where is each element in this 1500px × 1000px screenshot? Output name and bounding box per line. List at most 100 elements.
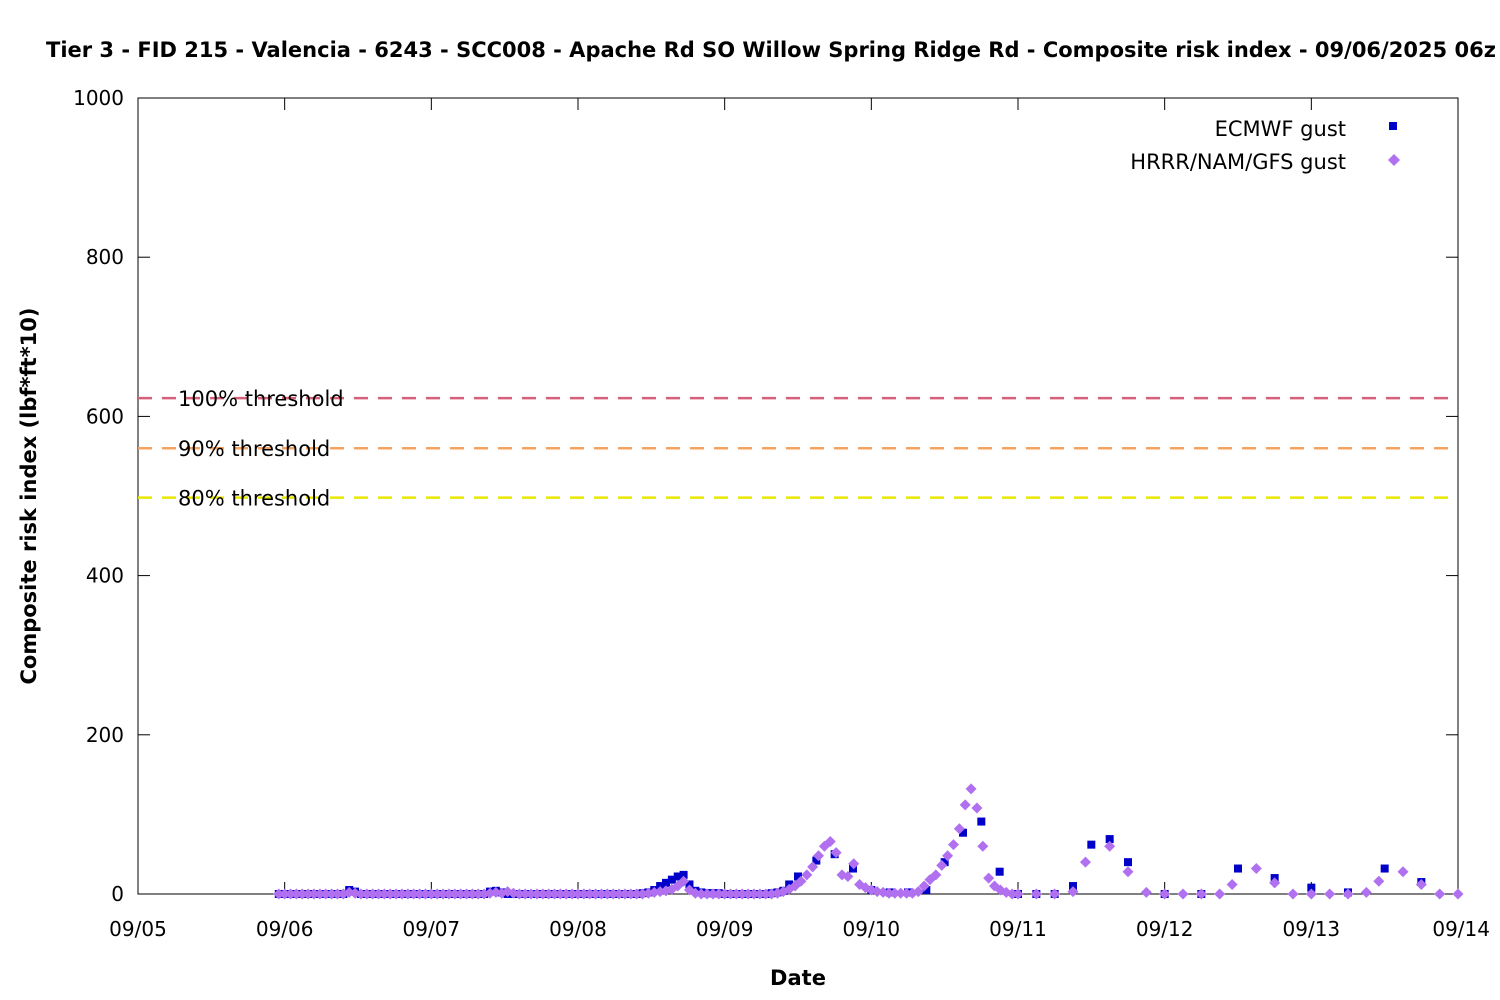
y-tick-label: 800 [86, 245, 124, 269]
ecmwf-point [1124, 858, 1132, 867]
y-axis-label: Composite risk index (lbf*ft*10) [17, 307, 41, 684]
hrrr-point [302, 888, 314, 900]
hrrr-point [285, 888, 297, 900]
hrrr-point [601, 888, 613, 900]
hrrr-point [748, 888, 760, 900]
ecmwf-point [667, 875, 676, 884]
hrrr-point [918, 880, 930, 892]
hrrr-point [384, 888, 396, 900]
hrrr-point [472, 888, 484, 900]
x-tick-label: 09/07 [403, 917, 461, 941]
hrrr-point [701, 888, 713, 900]
hrrr-point [813, 850, 825, 862]
hrrr-point [1452, 888, 1464, 900]
hrrr-point [361, 888, 373, 900]
hrrr-point [1159, 888, 1171, 900]
hrrr-point [1067, 886, 1079, 898]
plot-area [137, 97, 1459, 895]
ecmwf-point [1087, 840, 1096, 849]
hrrr-point [930, 869, 942, 881]
x-tick-label: 09/05 [109, 917, 167, 941]
hrrr-point [590, 888, 602, 900]
hrrr-point [431, 888, 443, 900]
threshold-label: 80% threshold [178, 487, 330, 511]
hrrr-point [1360, 886, 1372, 898]
hrrr-point [396, 888, 408, 900]
x-tick-label: 09/14 [1432, 917, 1490, 941]
threshold-label: 100% threshold [178, 387, 344, 411]
hrrr-point [901, 887, 913, 899]
hrrr-point [1195, 888, 1207, 900]
y-tick-label: 200 [86, 723, 124, 747]
ecmwf-point [662, 878, 670, 887]
hrrr-point [742, 888, 754, 900]
hrrr-point [619, 888, 631, 900]
y-tick-label: 0 [111, 882, 124, 906]
hrrr-point [549, 888, 561, 900]
hrrr-point [578, 888, 590, 900]
hrrr-point [983, 872, 995, 884]
ecmwf-point [794, 872, 802, 881]
ecmwf-point [656, 882, 665, 891]
hrrr-point [942, 850, 954, 862]
hrrr-point [678, 875, 690, 887]
hrrr-point [560, 888, 572, 900]
hrrr-point [947, 839, 959, 851]
hrrr-point [695, 888, 707, 900]
x-tick-label: 09/08 [549, 917, 607, 941]
hrrr-point [513, 888, 525, 900]
hrrr-point [848, 858, 860, 870]
hrrr-point [519, 888, 531, 900]
hrrr-point [625, 888, 637, 900]
hrrr-point [1287, 888, 1299, 900]
ecmwf-point [959, 828, 967, 837]
ecmwf-point [1234, 864, 1242, 873]
hrrr-point [977, 840, 989, 852]
ecmwf-point [1380, 864, 1389, 873]
hrrr-point [883, 887, 895, 899]
ecmwf-point [849, 864, 857, 873]
hrrr-point [1030, 888, 1042, 900]
ecmwf-point [922, 886, 931, 895]
x-tick-label: 09/12 [1136, 917, 1194, 941]
hrrr-point [296, 888, 308, 900]
legend-marker-ecmwf [1389, 122, 1397, 130]
hrrr-point [414, 888, 426, 900]
x-tick-label: 09/10 [843, 917, 901, 941]
hrrr-point [1342, 888, 1354, 900]
hrrr-point [425, 888, 437, 900]
threshold-lines: 100% threshold 90% threshold 80% threshold [138, 387, 1458, 511]
hrrr-point [631, 888, 643, 900]
ecmwf-point [812, 856, 821, 865]
y-tick-label: 400 [86, 564, 124, 588]
hrrr-point [959, 799, 971, 811]
threshold-label: 90% threshold [178, 437, 330, 461]
hrrr-point [965, 783, 977, 795]
x-tick-label: 09/06 [256, 917, 314, 941]
hrrr-point [572, 888, 584, 900]
hrrr-point [584, 888, 596, 900]
data-points [273, 783, 1464, 900]
hrrr-point [824, 835, 836, 847]
hrrr-point [1140, 886, 1152, 898]
x-tick-label: 09/09 [696, 917, 754, 941]
hrrr-point [461, 888, 473, 900]
ecmwf-point [1307, 883, 1316, 892]
hrrr-point [390, 888, 402, 900]
hrrr-point [331, 888, 343, 900]
ecmwf-point [940, 858, 949, 867]
hrrr-point [531, 888, 543, 900]
hrrr-point [754, 888, 766, 900]
hrrr-point [760, 888, 772, 900]
y-tick-label: 1000 [73, 86, 124, 110]
hrrr-point [408, 888, 420, 900]
hrrr-point [554, 888, 566, 900]
hrrr-point [466, 888, 478, 900]
hrrr-point [842, 870, 854, 882]
ecmwf-point [995, 867, 1004, 876]
legend-label-ecmwf: ECMWF gust [1215, 117, 1346, 141]
hrrr-point [895, 887, 907, 899]
hrrr-point [807, 861, 819, 873]
ecmwf-point [1105, 835, 1114, 844]
